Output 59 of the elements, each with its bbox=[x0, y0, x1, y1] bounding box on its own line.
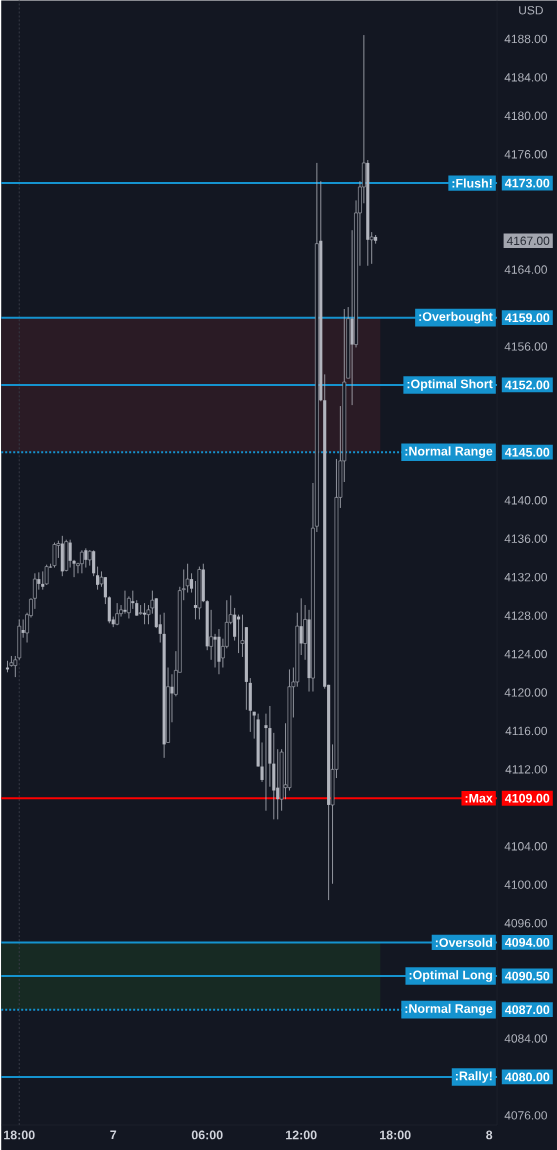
y-tick-label: 4184.00 bbox=[504, 73, 548, 82]
candlestick bbox=[80, 549, 84, 574]
ref-line-label: :Normal Range bbox=[405, 1003, 493, 1016]
ref-line-label: :Flush! bbox=[452, 178, 492, 188]
x-tick-label: 8 bbox=[486, 1130, 493, 1140]
text: 4159.00 bbox=[504, 313, 550, 323]
y-tick-label: 4084.00 bbox=[504, 1034, 548, 1043]
y-tick-label: 4076.00 bbox=[504, 1111, 548, 1120]
text: 4090.50 bbox=[504, 971, 550, 981]
text: 4080.00 bbox=[504, 1072, 550, 1082]
y-tick-label: 4120.00 bbox=[504, 688, 548, 697]
ref-line-label: :Oversold bbox=[435, 937, 492, 947]
x-tick-label: 18:00 bbox=[4, 1130, 35, 1140]
text: 4109.00 bbox=[504, 793, 550, 803]
y-tick-label: 4132.00 bbox=[504, 572, 548, 582]
ref-line-label: :Overbought bbox=[419, 311, 493, 324]
x-tick-label: 06:00 bbox=[191, 1130, 223, 1140]
y-tick-label: 4096.00 bbox=[504, 918, 548, 928]
candlestick bbox=[123, 590, 127, 615]
candlestick bbox=[252, 711, 256, 740]
text: USD bbox=[519, 6, 543, 15]
y-tick-label: 4116.00 bbox=[505, 726, 548, 736]
y-tick-label: 4112.00 bbox=[505, 765, 548, 774]
candlestick bbox=[142, 602, 147, 625]
candlestick bbox=[44, 564, 49, 586]
y-tick-label: 4180.00 bbox=[504, 111, 548, 121]
ref-line-label: :Max bbox=[465, 793, 493, 803]
text: 4087.00 bbox=[504, 1005, 550, 1015]
candlestick bbox=[276, 748, 280, 820]
y-tick-label: 4188.00 bbox=[504, 34, 548, 44]
x-tick-label: 18:00 bbox=[380, 1130, 411, 1140]
candlestick bbox=[131, 590, 135, 610]
y-tick-label: 4124.00 bbox=[504, 649, 548, 659]
candlestick bbox=[103, 576, 107, 605]
candlestick bbox=[189, 572, 194, 593]
ref-line-label: :Rally! bbox=[455, 1071, 492, 1083]
text: 4152.00 bbox=[504, 380, 550, 390]
candlestick bbox=[92, 549, 96, 577]
y-tick-label: 4104.00 bbox=[504, 842, 548, 851]
y-tick-label: 4136.00 bbox=[504, 534, 548, 543]
candlestick bbox=[213, 633, 217, 668]
ref-line-label: :Optimal Long bbox=[409, 970, 492, 982]
y-tick-label: 4100.00 bbox=[504, 880, 548, 889]
y-tick-label: 4128.00 bbox=[504, 611, 548, 620]
x-tick-label: 12:00 bbox=[286, 1130, 317, 1140]
text: 4173.00 bbox=[504, 178, 550, 188]
y-tick-label: 4176.00 bbox=[504, 150, 548, 159]
text: 4145.00 bbox=[504, 447, 550, 457]
y-tick-label: 4156.00 bbox=[504, 342, 548, 351]
y-tick-label: 4140.00 bbox=[504, 496, 548, 505]
ref-line-label: :Optimal Short bbox=[407, 379, 493, 391]
text: 4094.00 bbox=[504, 937, 550, 947]
candlestick bbox=[41, 570, 45, 591]
text: 4167.00 bbox=[506, 236, 550, 245]
x-tick-label: 7 bbox=[110, 1130, 117, 1140]
candlestick bbox=[127, 595, 131, 619]
y-tick-label: 4164.00 bbox=[504, 265, 548, 274]
candlestick bbox=[52, 542, 57, 568]
ref-line-label: :Normal Range bbox=[405, 446, 493, 459]
